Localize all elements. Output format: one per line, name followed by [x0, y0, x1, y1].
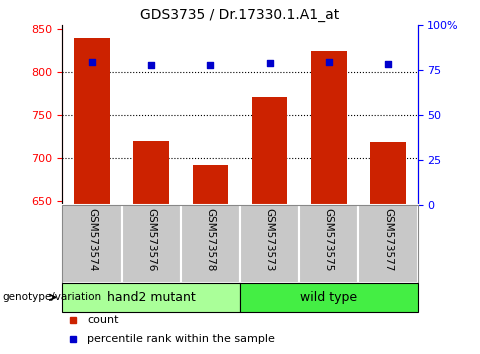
Bar: [359, 205, 418, 283]
Bar: [121, 205, 181, 283]
Point: [325, 59, 333, 64]
Point: [147, 62, 155, 68]
Text: genotype/variation: genotype/variation: [2, 292, 102, 302]
Text: GSM573575: GSM573575: [324, 208, 334, 271]
Text: percentile rank within the sample: percentile rank within the sample: [87, 333, 275, 344]
Text: hand2 mutant: hand2 mutant: [107, 291, 195, 304]
Bar: [252, 97, 288, 205]
Bar: [181, 205, 240, 283]
Bar: [240, 283, 418, 312]
Bar: [62, 205, 121, 283]
Point: [266, 60, 274, 65]
Bar: [299, 205, 359, 283]
Text: count: count: [87, 315, 119, 325]
Bar: [192, 165, 228, 205]
Text: GSM573577: GSM573577: [383, 208, 393, 271]
Bar: [74, 38, 110, 205]
Bar: [370, 142, 406, 205]
Text: GSM573576: GSM573576: [146, 208, 156, 271]
Text: GSM573573: GSM573573: [264, 208, 275, 271]
Bar: [133, 141, 169, 205]
Bar: [311, 51, 347, 205]
Bar: [240, 205, 299, 283]
Text: wild type: wild type: [300, 291, 358, 304]
Bar: [62, 283, 240, 312]
Point: [206, 62, 214, 68]
Point: [88, 59, 96, 64]
Point: [384, 62, 392, 67]
Title: GDS3735 / Dr.17330.1.A1_at: GDS3735 / Dr.17330.1.A1_at: [140, 8, 340, 22]
Text: GSM573574: GSM573574: [87, 208, 97, 271]
Text: GSM573578: GSM573578: [205, 208, 216, 271]
